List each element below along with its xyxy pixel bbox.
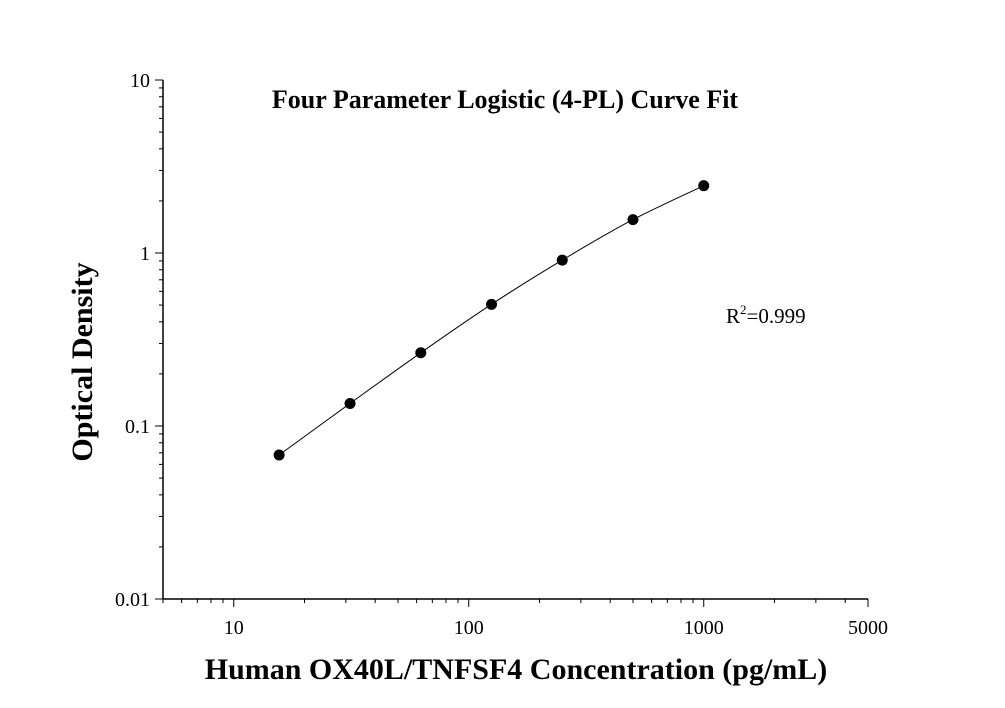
- x-tick-label: 100: [454, 617, 484, 639]
- tick-labels-layer: 10 100 1000 5000 0.01 0.1 1 10: [115, 70, 888, 639]
- data-point: [415, 347, 427, 359]
- y-tick-label: 10: [130, 70, 150, 92]
- x-tick-label: 1000: [684, 617, 724, 639]
- x-tick-label: 10: [224, 617, 244, 639]
- y-tick-label: 0.1: [125, 416, 150, 438]
- y-tick-label: 0.01: [115, 589, 150, 611]
- data-point: [486, 298, 498, 310]
- chart-title: Four Parameter Logistic (4-PL) Curve Fit: [272, 85, 739, 114]
- x-tick-label: 5000: [848, 617, 888, 639]
- data-point: [698, 180, 710, 192]
- data-points-layer: [273, 180, 710, 461]
- r-squared-annotation: R2=0.999: [726, 302, 806, 328]
- data-point: [627, 214, 639, 226]
- data-point: [344, 397, 356, 409]
- r-squared-superscript: 2: [740, 302, 747, 317]
- data-point: [556, 254, 568, 266]
- r-squared-value: =0.999: [747, 304, 806, 328]
- x-axis-label: Human OX40L/TNFSF4 Concentration (pg/mL): [205, 653, 828, 686]
- axes: [155, 79, 869, 607]
- r-squared-base: R: [726, 304, 740, 328]
- y-tick-label: 1: [140, 243, 150, 265]
- fit-curve-layer: [278, 185, 704, 456]
- y-axis-label: Optical Density: [66, 262, 99, 461]
- data-point: [273, 449, 285, 461]
- fit-curve-line: [278, 185, 704, 456]
